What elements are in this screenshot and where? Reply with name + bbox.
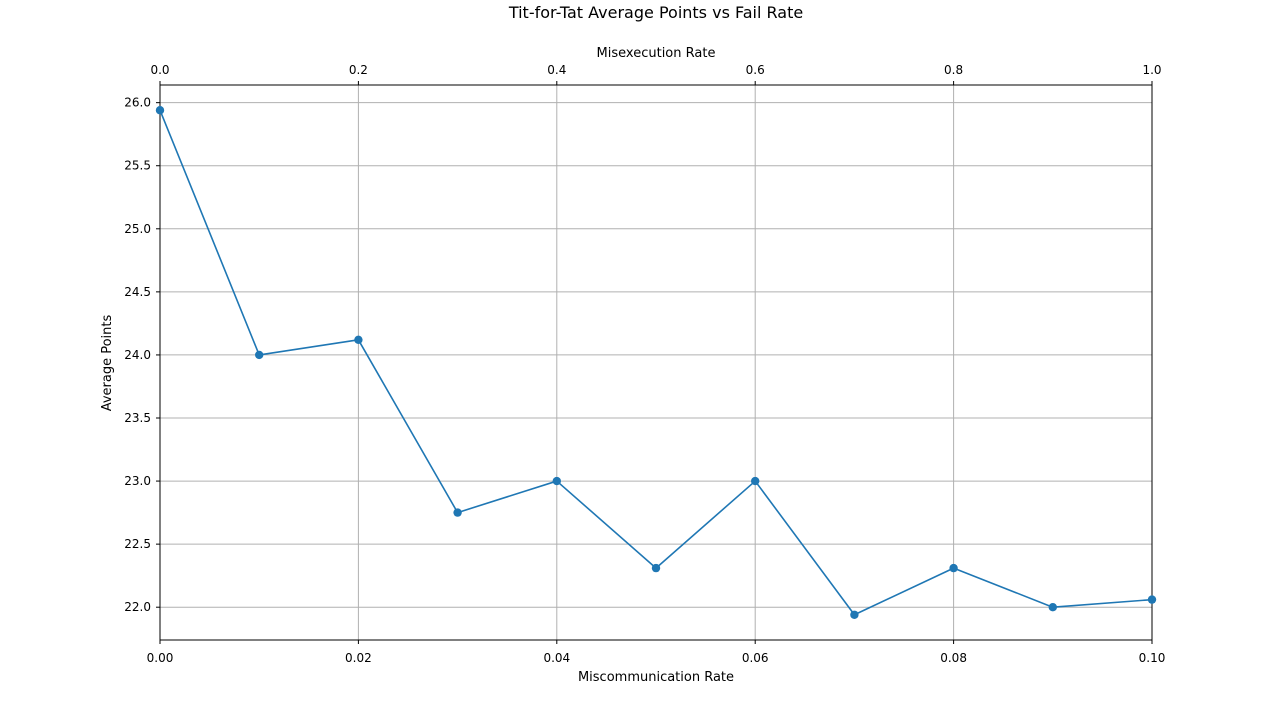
y-tick-label: 24.5 bbox=[124, 285, 151, 299]
y-tick-label: 26.0 bbox=[124, 96, 151, 110]
y-tick-label: 25.0 bbox=[124, 222, 151, 236]
y-axis-label: Average Points bbox=[100, 314, 115, 411]
y-tick-label: 22.0 bbox=[124, 600, 151, 614]
y-tick-label: 22.5 bbox=[124, 537, 151, 551]
data-point bbox=[354, 335, 363, 344]
x-tick-label: 0.02 bbox=[345, 651, 372, 665]
x2-tick-label: 0.8 bbox=[944, 63, 963, 77]
axes bbox=[159, 84, 1153, 641]
x2-tick-label: 0.6 bbox=[746, 63, 765, 77]
y-tick-label: 25.5 bbox=[124, 159, 151, 173]
data-point bbox=[1147, 595, 1157, 604]
y-tick-label: 23.0 bbox=[124, 474, 151, 488]
data-point bbox=[552, 476, 561, 486]
data-point bbox=[850, 610, 859, 619]
x-tick-label: 0.08 bbox=[940, 651, 967, 665]
x2-tick-label: 0.4 bbox=[547, 63, 566, 77]
y-tick-label: 23.5 bbox=[124, 411, 151, 425]
data-point bbox=[751, 476, 760, 486]
series-group bbox=[155, 106, 1157, 619]
plot-frame bbox=[159, 84, 1153, 641]
data-point bbox=[949, 563, 958, 573]
data-point bbox=[651, 563, 661, 573]
secondary-x-axis-label: Misexecution Rate bbox=[597, 46, 716, 61]
x2-tick-label: 1.0 bbox=[1142, 63, 1161, 77]
x-tick-label: 0.10 bbox=[1139, 651, 1166, 665]
data-point bbox=[1048, 603, 1058, 612]
x2-tick-label: 0.0 bbox=[150, 63, 169, 77]
x-tick-label: 0.00 bbox=[147, 651, 174, 665]
y-tick-label: 24.0 bbox=[124, 348, 151, 362]
chart-title: Tit-for-Tat Average Points vs Fail Rate bbox=[508, 3, 803, 22]
data-point bbox=[155, 106, 165, 115]
ticks: 0.00 0.02 0.04 0.06 0.08 0.10 0.0 0.2 0.4 0.6 0.8 1… bbox=[124, 63, 1165, 665]
data-point bbox=[255, 350, 264, 360]
x-axis-label: Miscommunication Rate bbox=[578, 670, 734, 685]
x-tick-label: 0.04 bbox=[543, 651, 570, 665]
data-point bbox=[453, 508, 462, 517]
x-tick-label: 0.06 bbox=[742, 651, 769, 665]
x2-tick-label: 0.2 bbox=[349, 63, 368, 77]
